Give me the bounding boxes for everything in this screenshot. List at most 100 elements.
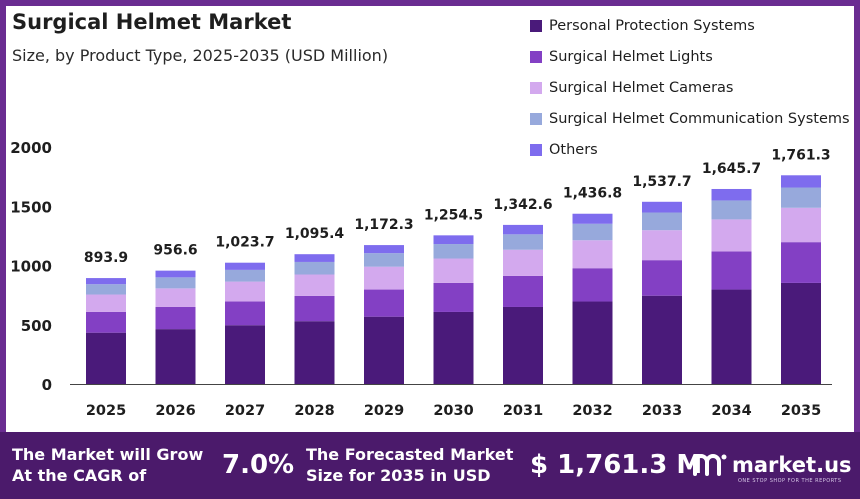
chart-subtitle: Size, by Product Type, 2025-2035 (USD Mi…	[12, 46, 389, 65]
bar-segment	[225, 262, 265, 270]
y-tick-label: 2000	[10, 139, 52, 157]
bar-segment	[364, 316, 404, 384]
bar-segment	[225, 281, 265, 302]
bar-segment	[155, 270, 196, 278]
bar-segment	[294, 321, 335, 384]
bar-segment	[364, 245, 404, 254]
x-tick-label: 2034	[711, 403, 751, 419]
bar-segment	[155, 288, 196, 307]
cagr-label: The Market will Grow At the CAGR of	[12, 444, 203, 486]
legend-label: Others	[549, 141, 598, 158]
bar-segment	[642, 295, 682, 384]
bar-segment	[433, 244, 474, 259]
bar-segment	[781, 282, 821, 384]
legend-swatch	[530, 112, 542, 125]
bar-segment	[294, 295, 335, 322]
legend-swatch	[530, 19, 542, 32]
bar-total-label: 1,254.5	[424, 207, 483, 223]
bar-segment	[781, 187, 821, 208]
bar-total-label: 1,023.7	[215, 235, 274, 251]
legend-label: Personal Protection Systems	[549, 17, 755, 34]
bar-segment	[711, 289, 752, 384]
bar-total-label: 1,342.6	[493, 197, 552, 213]
bar-segment	[503, 275, 543, 307]
legend-label: Surgical Helmet Cameras	[549, 79, 734, 96]
bar-segment	[572, 268, 613, 302]
bar-segment	[433, 311, 474, 384]
legend-item: Others	[530, 134, 850, 165]
bar-total-label: 956.6	[153, 243, 197, 259]
bar-segment	[294, 261, 335, 275]
y-tick-label: 0	[42, 376, 52, 394]
bar-total-label: 1,095.4	[285, 226, 345, 242]
cagr-label-line2: At the CAGR of	[12, 466, 147, 485]
bar-segment	[433, 258, 474, 283]
bar-segment	[294, 274, 335, 296]
bar-segment	[433, 235, 474, 245]
x-tick-label: 2027	[225, 403, 265, 419]
bar-segment	[503, 249, 543, 276]
legend-swatch	[530, 50, 542, 63]
legend-swatch	[530, 143, 542, 156]
bar-segment	[642, 212, 682, 231]
x-tick-label: 2032	[572, 403, 612, 419]
cagr-label-line1: The Market will Grow	[12, 445, 204, 464]
brand-logo-icon	[693, 454, 727, 476]
bar-segment	[225, 269, 265, 282]
bar-segment	[364, 289, 404, 317]
x-tick-label: 2031	[503, 403, 543, 419]
bar-segment	[781, 175, 821, 188]
forecast-value: $ 1,761.3 M	[530, 450, 703, 480]
bar-segment	[86, 294, 126, 312]
bar-total-label: 893.9	[84, 250, 128, 266]
bar-segment	[294, 254, 335, 262]
brand-logo[interactable]: market.us	[692, 450, 852, 480]
bar-total-label: 1,436.8	[563, 186, 622, 202]
bar-segment	[781, 207, 821, 243]
bar-total-label: 1,537.7	[632, 174, 691, 190]
x-tick-label: 2025	[86, 403, 126, 419]
bar-segment	[86, 284, 126, 295]
bar-segment	[364, 266, 404, 290]
bar-segment	[364, 253, 404, 267]
brand-name: market.us	[732, 453, 852, 477]
bar-segment	[433, 282, 474, 312]
x-tick-label: 2028	[294, 403, 334, 419]
bar-segment	[711, 219, 752, 252]
bar-segment	[503, 224, 543, 235]
bar-segment	[642, 230, 682, 261]
bar-segment	[572, 213, 613, 224]
bar-segment	[642, 260, 682, 296]
brand-tagline: ONE STOP SHOP FOR THE REPORTS	[738, 478, 842, 484]
x-tick-label: 2026	[155, 403, 195, 419]
x-tick-label: 2030	[433, 403, 473, 419]
forecast-label-line2: Size for 2035 in USD	[306, 466, 491, 485]
bar-segment	[572, 223, 613, 241]
forecast-label-line1: The Forecasted Market	[306, 445, 514, 464]
cagr-value: 7.0%	[222, 450, 295, 480]
chart-title: Surgical Helmet Market	[12, 10, 292, 34]
forecast-label: The Forecasted Market Size for 2035 in U…	[306, 444, 513, 486]
bar-total-label: 1,645.7	[702, 161, 761, 177]
bar-segment	[572, 301, 613, 384]
legend-label: Surgical Helmet Lights	[549, 48, 713, 65]
bar-segment	[86, 278, 126, 285]
legend: Personal Protection Systems Surgical Helm…	[530, 10, 850, 165]
x-tick-label: 2029	[364, 403, 404, 419]
x-tick-label: 2035	[781, 403, 821, 419]
bar-segment	[155, 329, 196, 384]
legend-item: Surgical Helmet Communication Systems	[530, 103, 850, 134]
bar-segment	[503, 306, 543, 384]
bar-segment	[86, 311, 126, 333]
legend-item: Personal Protection Systems	[530, 10, 850, 41]
bar-segment	[86, 332, 126, 384]
y-tick-label: 500	[21, 317, 52, 335]
bar-segment	[711, 251, 752, 290]
bar-segment	[503, 234, 543, 250]
footer-banner: The Market will Grow At the CAGR of 7.0%…	[0, 432, 860, 499]
bar-segment	[155, 277, 196, 289]
legend-item: Surgical Helmet Cameras	[530, 72, 850, 103]
bar-segment	[572, 240, 613, 269]
y-tick-label: 1000	[10, 258, 52, 276]
